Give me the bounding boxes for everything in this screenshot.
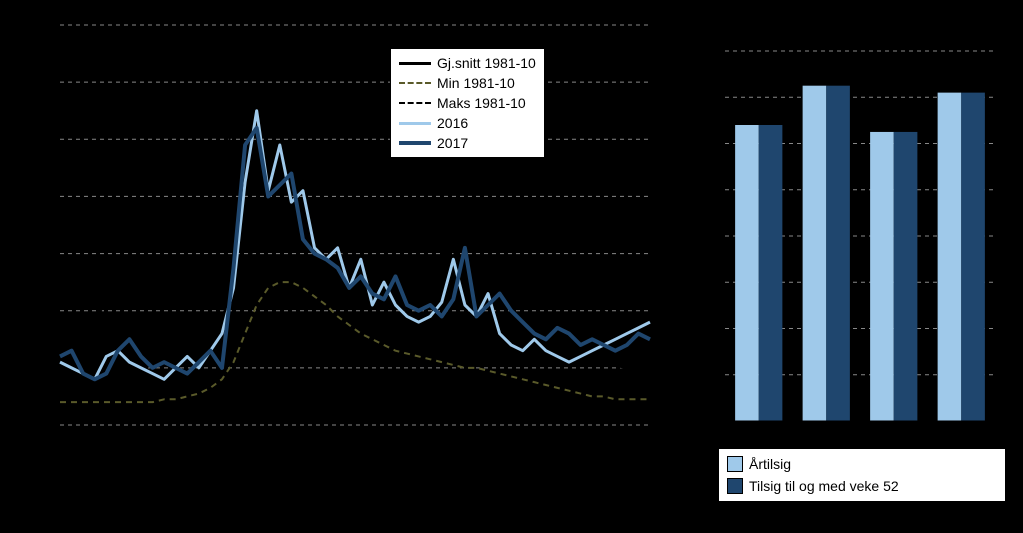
legend-swatch [399,141,431,145]
legend-swatch [399,62,431,65]
line-chart-svg [50,20,660,440]
legend-item-min: Min 1981-10 [399,73,536,93]
bar-legend-item-aartilsig: Årtilsig [727,453,997,475]
legend-label: 2016 [437,115,468,131]
bar-legend-swatch [727,478,743,494]
legend-item-2016: 2016 [399,113,536,133]
legend-swatch [399,82,431,84]
root: Gj.snitt 1981-10 Min 1981-10 Maks 1981-1… [0,0,1023,533]
legend-item-gjsnitt: Gj.snitt 1981-10 [399,53,536,73]
bar-chart [715,46,1005,436]
legend-label: Gj.snitt 1981-10 [437,55,536,71]
bar-legend-swatch [727,456,743,472]
line-legend: Gj.snitt 1981-10 Min 1981-10 Maks 1981-1… [390,48,545,158]
legend-label: Maks 1981-10 [437,95,526,111]
bar-chart-svg [715,46,1005,436]
bar-legend-label: Tilsig til og med veke 52 [749,478,899,494]
bar-legend-label: Årtilsig [749,456,791,472]
line-chart: Gj.snitt 1981-10 Min 1981-10 Maks 1981-1… [50,20,660,440]
legend-item-maks: Maks 1981-10 [399,93,536,113]
legend-swatch [399,102,431,104]
legend-item-2017: 2017 [399,133,536,153]
bar-legend-item-tilsig: Tilsig til og med veke 52 [727,475,997,497]
legend-label: 2017 [437,135,468,151]
legend-label: Min 1981-10 [437,75,515,91]
legend-swatch [399,122,431,125]
bar-legend: Årtilsig Tilsig til og med veke 52 [718,448,1006,502]
